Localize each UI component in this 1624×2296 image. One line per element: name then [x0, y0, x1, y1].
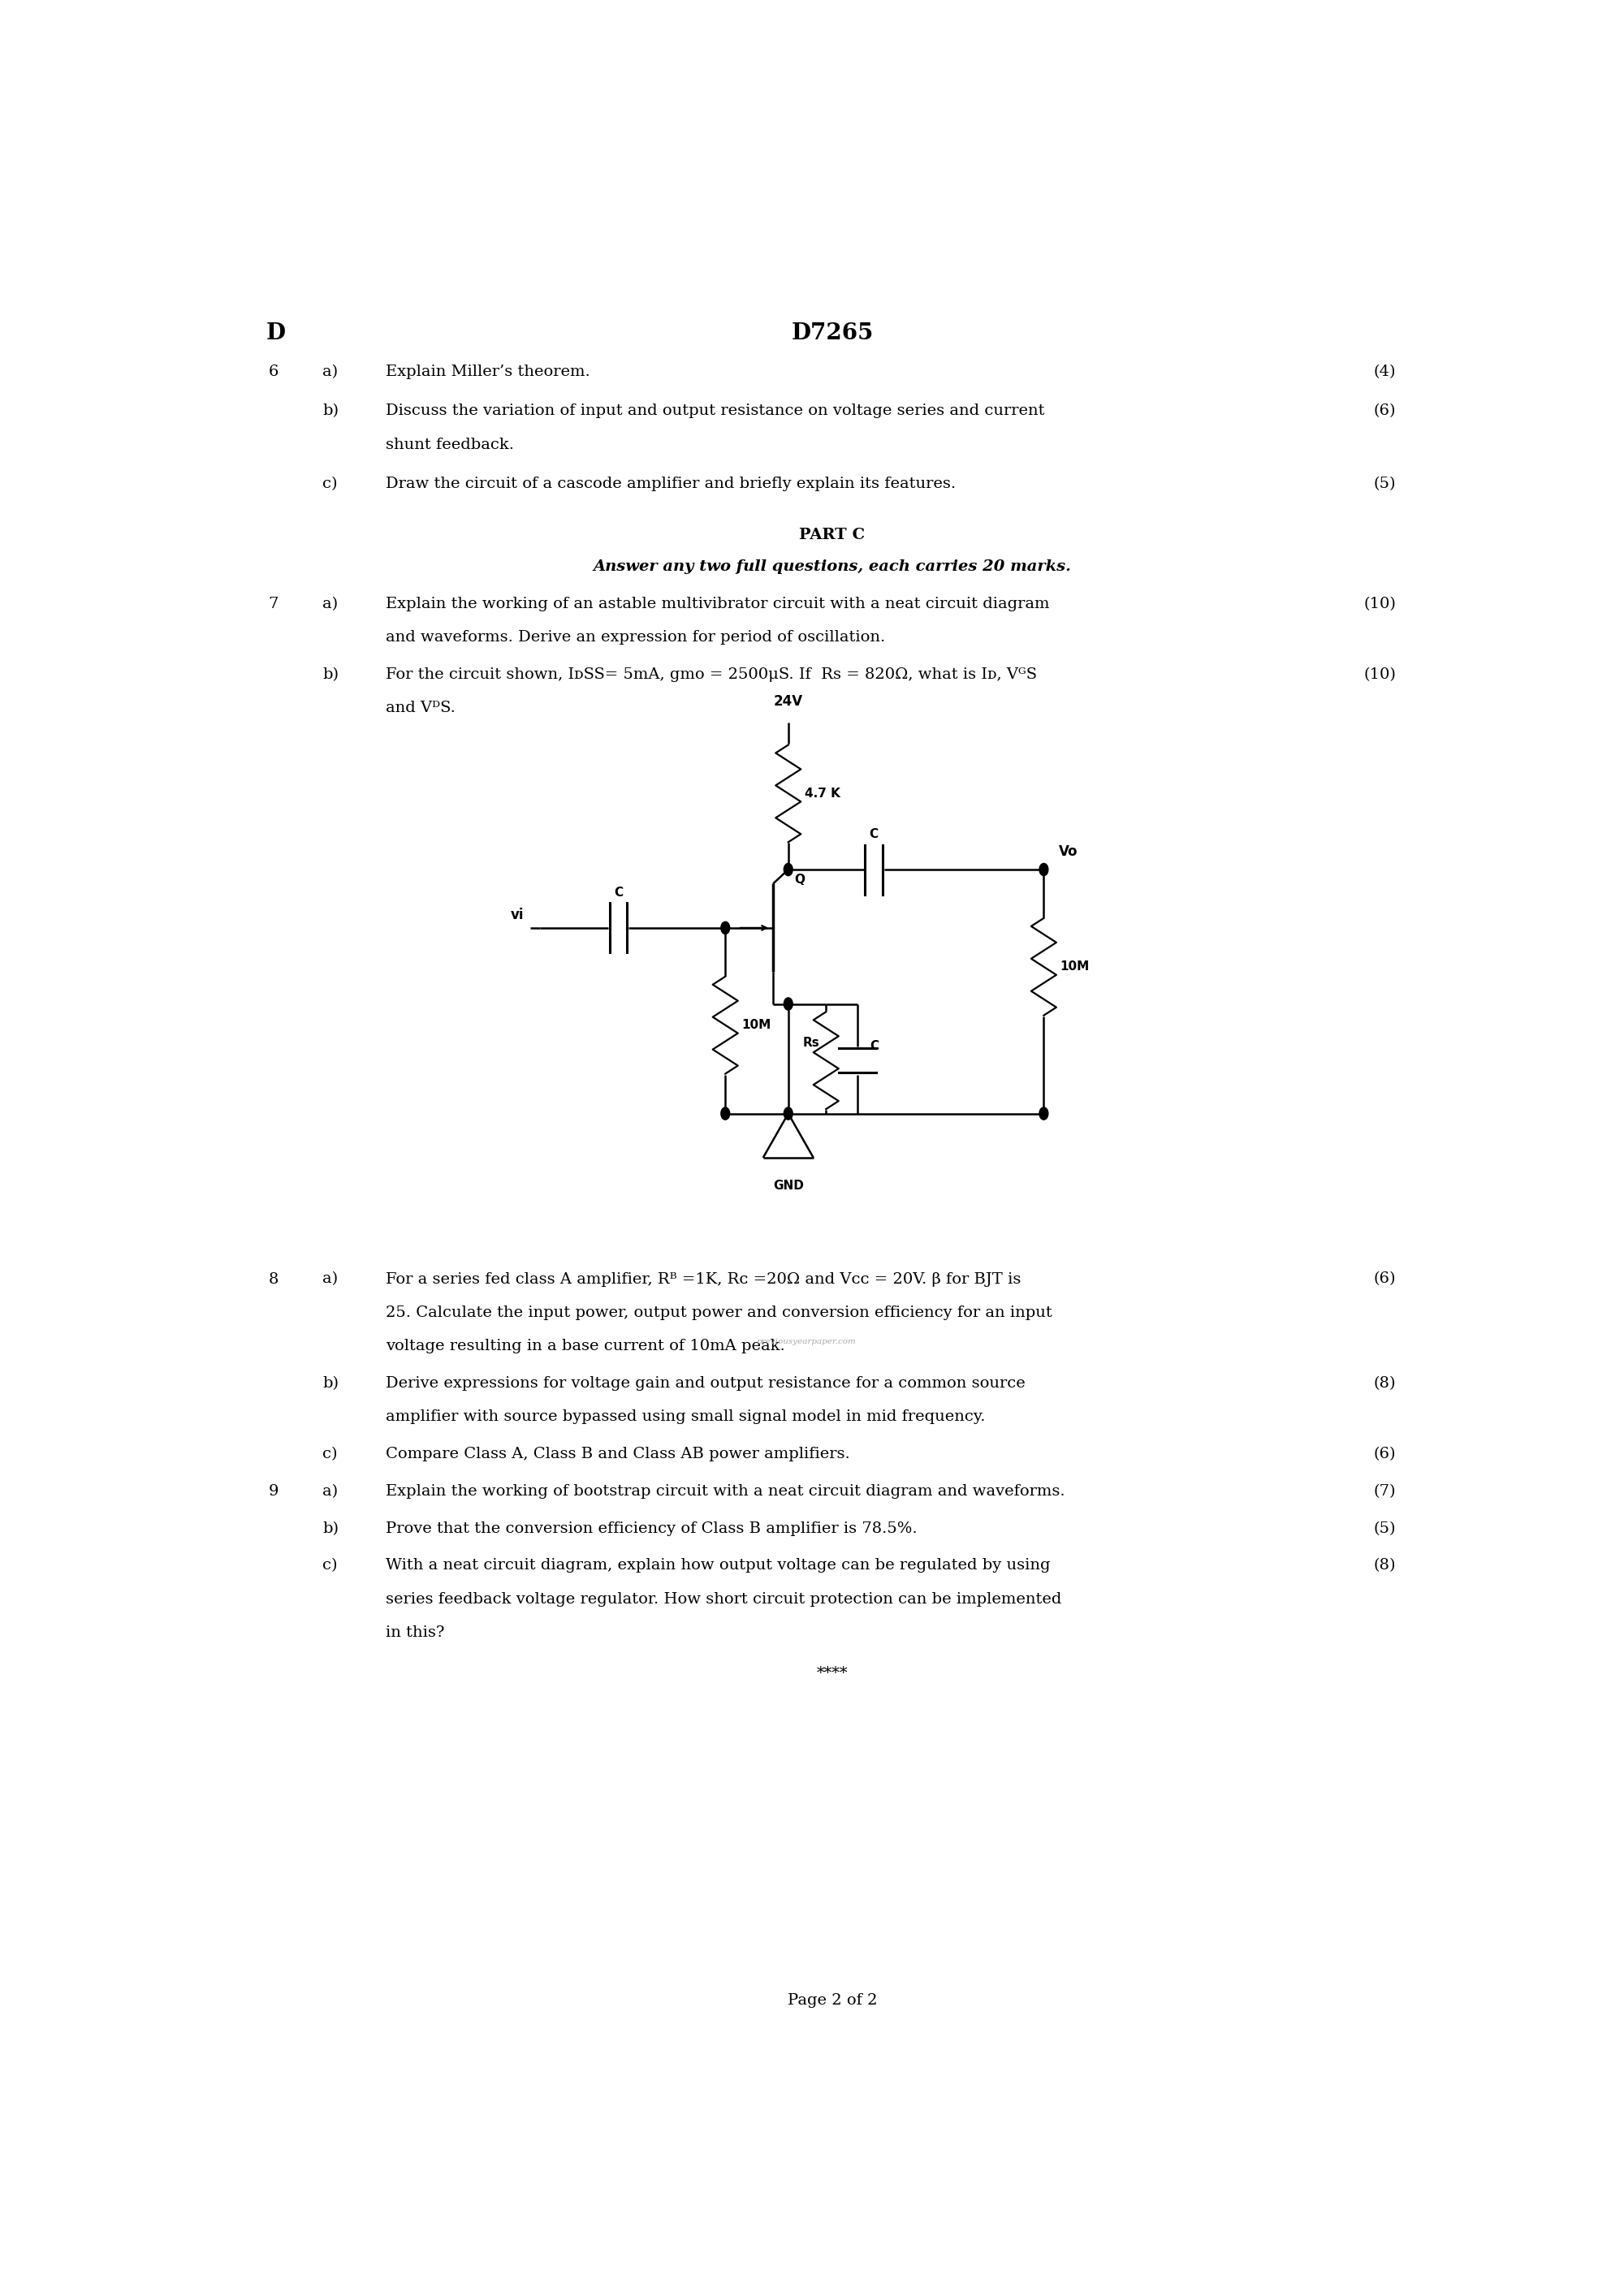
Text: Rs: Rs — [802, 1038, 820, 1049]
Text: GND: GND — [773, 1180, 804, 1192]
Text: (6): (6) — [1374, 1446, 1397, 1463]
Text: amplifier with source bypassed using small signal model in mid frequency.: amplifier with source bypassed using sma… — [385, 1410, 986, 1424]
Text: C: C — [614, 886, 624, 898]
Circle shape — [721, 921, 729, 934]
Text: c): c) — [323, 1559, 338, 1573]
Text: (5): (5) — [1374, 1522, 1397, 1536]
Text: Explain the working of an astable multivibrator circuit with a neat circuit diag: Explain the working of an astable multiv… — [385, 597, 1049, 611]
Text: (8): (8) — [1374, 1559, 1397, 1573]
Text: b): b) — [323, 1375, 339, 1391]
Text: D: D — [266, 321, 286, 344]
Text: in this?: in this? — [385, 1626, 445, 1639]
Text: b): b) — [323, 1522, 339, 1536]
Text: (10): (10) — [1364, 597, 1397, 611]
Text: Compare Class A, Class B and Class AB power amplifiers.: Compare Class A, Class B and Class AB po… — [385, 1446, 849, 1463]
Text: c): c) — [323, 475, 338, 491]
Text: (7): (7) — [1374, 1483, 1397, 1499]
Text: (6): (6) — [1374, 1272, 1397, 1286]
Text: Explain Miller’s theorem.: Explain Miller’s theorem. — [385, 365, 590, 379]
Text: and waveforms. Derive an expression for period of oscillation.: and waveforms. Derive an expression for … — [385, 629, 885, 645]
Text: (5): (5) — [1374, 475, 1397, 491]
Text: For a series fed class A amplifier, Rᴮ =1K, Rᴄ =20Ω and Vᴄᴄ = 20V. β for BJT is: For a series fed class A amplifier, Rᴮ =… — [385, 1272, 1021, 1286]
Text: Prove that the conversion efficiency of Class B amplifier is 78.5%.: Prove that the conversion efficiency of … — [385, 1522, 918, 1536]
Text: For the circuit shown, IᴅSS= 5mA, gmo = 2500μS. If  Rs = 820Ω, what is Iᴅ, VᴳS: For the circuit shown, IᴅSS= 5mA, gmo = … — [385, 668, 1036, 682]
Text: series feedback voltage regulator. How short circuit protection can be implement: series feedback voltage regulator. How s… — [385, 1591, 1062, 1607]
Text: (8): (8) — [1374, 1375, 1397, 1391]
Text: Draw the circuit of a cascode amplifier and briefly explain its features.: Draw the circuit of a cascode amplifier … — [385, 475, 955, 491]
Text: 4.7 K: 4.7 K — [804, 788, 840, 799]
Text: 6: 6 — [268, 365, 278, 379]
Circle shape — [784, 999, 793, 1010]
Text: 7: 7 — [268, 597, 278, 611]
Text: 9: 9 — [268, 1483, 279, 1499]
Text: 8: 8 — [268, 1272, 278, 1286]
Text: PART C: PART C — [799, 528, 866, 542]
Circle shape — [721, 1107, 729, 1120]
Text: a): a) — [323, 1272, 338, 1286]
Text: a): a) — [323, 1483, 338, 1499]
Text: 10M: 10M — [1060, 960, 1090, 974]
Text: 10M: 10M — [742, 1019, 771, 1031]
Text: shunt feedback.: shunt feedback. — [385, 439, 513, 452]
Circle shape — [784, 1107, 793, 1120]
Text: 24V: 24V — [773, 693, 802, 709]
Text: Vo: Vo — [1059, 845, 1078, 859]
Text: and VᴰS.: and VᴰS. — [385, 700, 455, 716]
Text: Discuss the variation of input and output resistance on voltage series and curre: Discuss the variation of input and outpu… — [385, 404, 1044, 418]
Text: c): c) — [323, 1446, 338, 1463]
Circle shape — [784, 863, 793, 875]
Circle shape — [1039, 1107, 1047, 1120]
Text: b): b) — [323, 404, 339, 418]
Text: Derive expressions for voltage gain and output resistance for a common source: Derive expressions for voltage gain and … — [385, 1375, 1025, 1391]
Text: With a neat circuit diagram, explain how output voltage can be regulated by usin: With a neat circuit diagram, explain how… — [385, 1559, 1051, 1573]
Text: a): a) — [323, 597, 338, 611]
Text: (6): (6) — [1374, 404, 1397, 418]
Text: b): b) — [323, 668, 339, 682]
Text: C: C — [870, 1040, 879, 1052]
Text: C: C — [869, 829, 879, 840]
Text: ****: **** — [817, 1667, 848, 1681]
Text: vi: vi — [510, 907, 525, 923]
Text: a): a) — [323, 365, 338, 379]
Text: Q: Q — [794, 875, 806, 886]
Text: 25. Calculate the input power, output power and conversion efficiency for an inp: 25. Calculate the input power, output po… — [385, 1306, 1052, 1320]
Text: Page 2 of 2: Page 2 of 2 — [788, 1993, 877, 2007]
Text: D7265: D7265 — [791, 321, 874, 344]
Text: Explain the working of bootstrap circuit with a neat circuit diagram and wavefor: Explain the working of bootstrap circuit… — [385, 1483, 1065, 1499]
Text: (4): (4) — [1374, 365, 1397, 379]
Text: (10): (10) — [1364, 668, 1397, 682]
Text: previousyearpaper.com: previousyearpaper.com — [757, 1339, 856, 1345]
Text: Answer any two full questions, each carries 20 marks.: Answer any two full questions, each carr… — [593, 560, 1072, 574]
Circle shape — [1039, 863, 1047, 875]
Text: voltage resulting in a base current of 10mA peak.: voltage resulting in a base current of 1… — [385, 1339, 784, 1355]
